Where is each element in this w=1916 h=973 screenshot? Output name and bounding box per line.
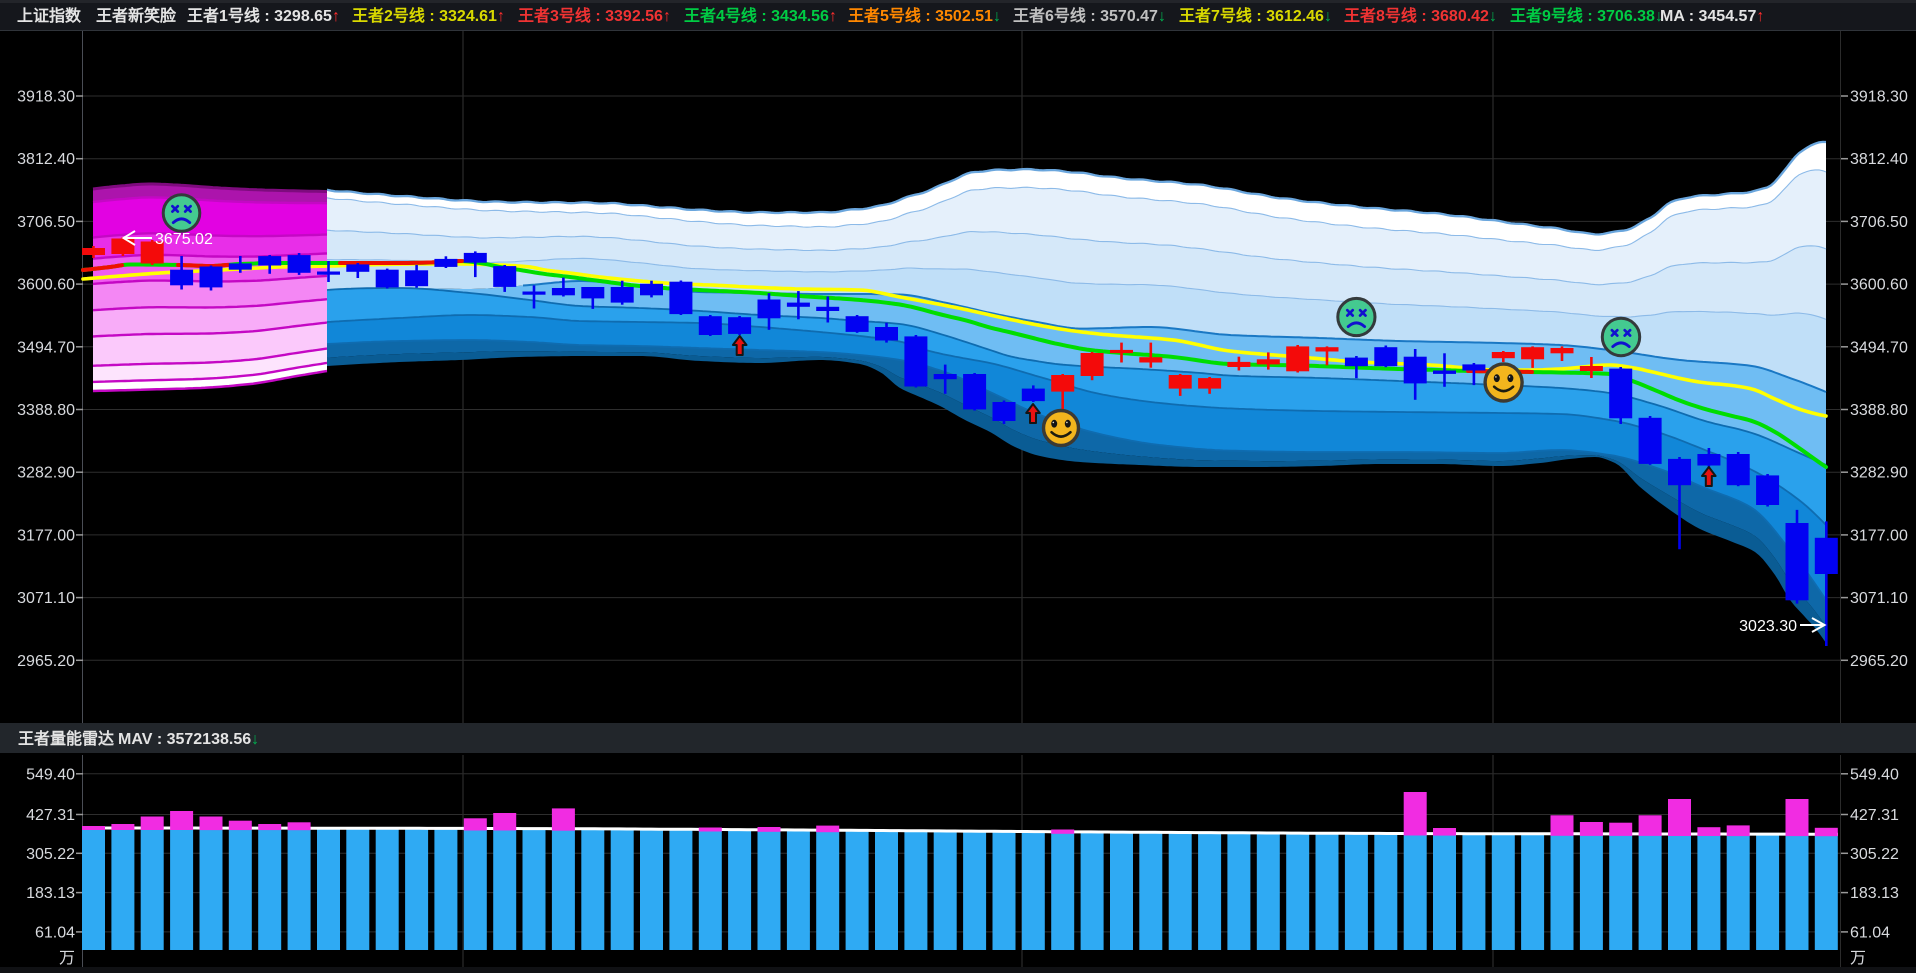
svg-text:王者9号线 : 3706.38↓: 王者9号线 : 3706.38↓: [1510, 6, 1663, 25]
svg-text:王者7号线 : 3612.46↓: 王者7号线 : 3612.46↓: [1179, 6, 1332, 25]
svg-text:3071.10: 3071.10: [17, 590, 75, 607]
svg-text:183.13: 183.13: [26, 885, 75, 902]
svg-text:王者8号线 : 3680.42↓: 王者8号线 : 3680.42↓: [1344, 6, 1497, 25]
svg-text:王者3号线 : 3392.56↑: 王者3号线 : 3392.56↑: [518, 6, 671, 25]
svg-text:3071.10: 3071.10: [1850, 590, 1908, 607]
svg-text:3388.80: 3388.80: [17, 402, 75, 419]
svg-text:305.22: 305.22: [1850, 846, 1899, 863]
svg-text:2965.20: 2965.20: [1850, 653, 1908, 670]
svg-text:MAV : 3572138.56↓: MAV : 3572138.56↓: [118, 731, 259, 748]
svg-text:MA : 3454.57↑: MA : 3454.57↑: [1660, 8, 1764, 25]
svg-text:61.04: 61.04: [1850, 924, 1890, 941]
svg-text:3918.30: 3918.30: [17, 89, 75, 106]
svg-text:3706.50: 3706.50: [17, 214, 75, 231]
svg-text:3388.80: 3388.80: [1850, 402, 1908, 419]
svg-text:61.04: 61.04: [35, 924, 75, 941]
svg-text:3177.00: 3177.00: [1850, 527, 1908, 544]
svg-text:2965.20: 2965.20: [17, 653, 75, 670]
svg-text:王者2号线 : 3324.61↑: 王者2号线 : 3324.61↑: [352, 6, 505, 25]
svg-text:427.31: 427.31: [1850, 807, 1899, 824]
svg-text:王者6号线 : 3570.47↓: 王者6号线 : 3570.47↓: [1013, 6, 1166, 25]
svg-text:183.13: 183.13: [1850, 885, 1899, 902]
svg-text:王者1号线 : 3298.65↑: 王者1号线 : 3298.65↑: [187, 6, 340, 25]
svg-text:3494.70: 3494.70: [1850, 339, 1908, 356]
svg-text:王者量能雷达: 王者量能雷达: [18, 729, 114, 748]
svg-text:王者4号线 : 3434.56↑: 王者4号线 : 3434.56↑: [684, 6, 837, 25]
svg-text:3812.40: 3812.40: [17, 151, 75, 168]
svg-text:3282.90: 3282.90: [1850, 465, 1908, 482]
svg-text:549.40: 549.40: [26, 766, 75, 783]
svg-text:549.40: 549.40: [1850, 766, 1899, 783]
svg-text:3812.40: 3812.40: [1850, 151, 1908, 168]
svg-text:305.22: 305.22: [26, 846, 75, 863]
svg-text:3706.50: 3706.50: [1850, 214, 1908, 231]
svg-text:3600.60: 3600.60: [17, 277, 75, 294]
svg-text:3282.90: 3282.90: [17, 465, 75, 482]
svg-text:3675.02: 3675.02: [155, 231, 213, 248]
svg-text:3494.70: 3494.70: [17, 339, 75, 356]
svg-text:3023.30: 3023.30: [1739, 618, 1797, 635]
svg-text:427.31: 427.31: [26, 807, 75, 824]
svg-text:万: 万: [59, 950, 75, 967]
svg-text:王者5号线 : 3502.51↓: 王者5号线 : 3502.51↓: [848, 6, 1001, 25]
svg-text:3600.60: 3600.60: [1850, 277, 1908, 294]
svg-text:王者新笑脸: 王者新笑脸: [96, 6, 177, 25]
svg-text:万: 万: [1850, 950, 1866, 967]
svg-text:3177.00: 3177.00: [17, 527, 75, 544]
svg-text:上证指数: 上证指数: [17, 6, 82, 25]
svg-text:3918.30: 3918.30: [1850, 89, 1908, 106]
